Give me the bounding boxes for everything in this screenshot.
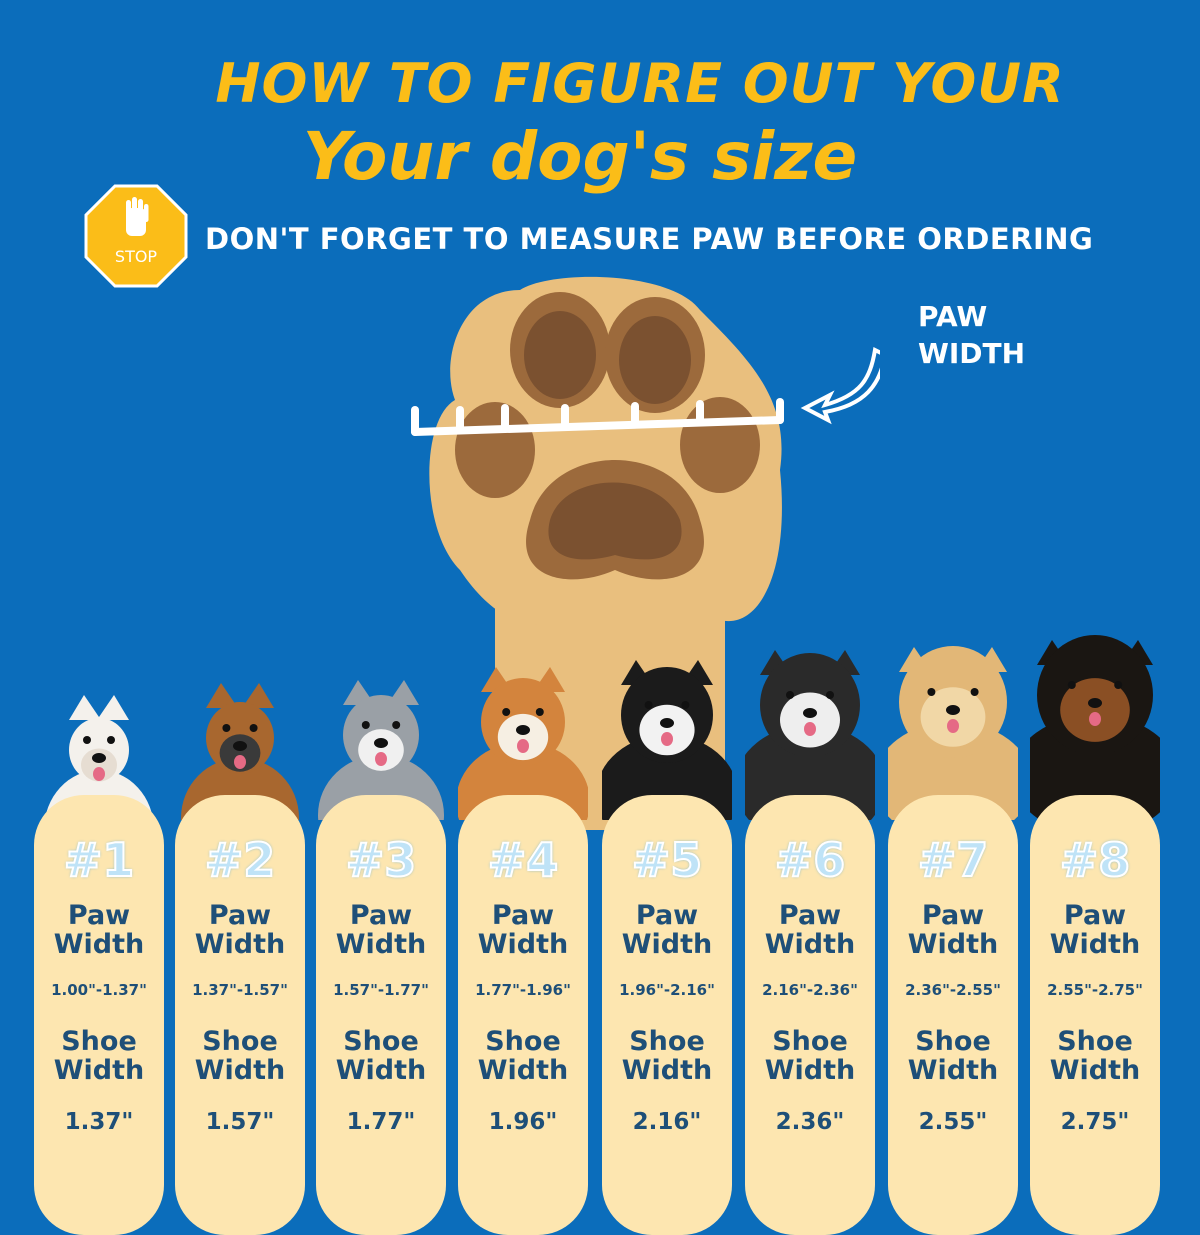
shoe-width-heading: Shoe Width <box>1049 1026 1141 1086</box>
paw-width-heading: Paw Width <box>1049 900 1141 960</box>
shoe-width-value: 1.77" <box>346 1109 416 1135</box>
size-number: #1 <box>63 832 136 888</box>
hand-icon <box>126 197 149 236</box>
size-card-7: #7 Paw Width 2.36"-2.55" Shoe Width 2.55" <box>888 795 1018 1235</box>
size-number: #3 <box>345 832 418 888</box>
size-number: #5 <box>631 832 704 888</box>
dog-photo-7 <box>888 646 1018 820</box>
shoe-width-value: 1.96" <box>488 1109 558 1135</box>
shoe-width-value: 2.36" <box>775 1109 845 1135</box>
size-number: #4 <box>487 832 560 888</box>
size-card-8: #8 Paw Width 2.55"-2.75" Shoe Width 2.75" <box>1030 795 1160 1235</box>
paw-width-range: 1.37"-1.57" <box>192 981 288 999</box>
shoe-width-value: 1.57" <box>205 1109 275 1135</box>
size-card-6: #6 Paw Width 2.16"-2.36" Shoe Width 2.36" <box>745 795 875 1235</box>
shoe-width-heading: Shoe Width <box>53 1026 145 1086</box>
stop-sign-icon: STOP <box>84 184 188 288</box>
size-number: #8 <box>1059 832 1132 888</box>
paw-width-range: 1.77"-1.96" <box>475 981 571 999</box>
shoe-width-heading: Shoe Width <box>764 1026 856 1086</box>
paw-width-heading: Paw Width <box>335 900 427 960</box>
paw-width-heading: Paw Width <box>764 900 856 960</box>
shoe-width-value: 2.55" <box>918 1109 988 1135</box>
paw-width-heading: Paw Width <box>621 900 713 960</box>
size-card-5: #5 Paw Width 1.96"-2.16" Shoe Width 2.16" <box>602 795 732 1235</box>
size-number: #2 <box>204 832 277 888</box>
paw-width-heading: Paw Width <box>53 900 145 960</box>
dog-photo-6 <box>745 650 875 820</box>
title-line-2: Your dog's size <box>302 118 858 195</box>
dog-photo-8 <box>1030 635 1160 820</box>
paw-width-heading: Paw Width <box>907 900 999 960</box>
paw-width-range: 1.57"-1.77" <box>333 981 429 999</box>
title-line-1: HOW TO FIGURE OUT YOUR <box>215 52 1065 115</box>
paw-width-range: 1.00"-1.37" <box>51 981 147 999</box>
measure-notice: DON'T FORGET TO MEASURE PAW BEFORE ORDER… <box>205 222 1094 256</box>
size-number: #7 <box>917 832 990 888</box>
shoe-width-value: 1.37" <box>64 1109 134 1135</box>
paw-width-label: PAW WIDTH <box>918 300 1026 370</box>
paw-width-heading: Paw Width <box>194 900 286 960</box>
shoe-width-heading: Shoe Width <box>907 1026 999 1086</box>
shoe-width-value: 2.75" <box>1060 1109 1130 1135</box>
paw-width-range: 2.36"-2.55" <box>905 981 1001 999</box>
paw-width-range: 1.96"-2.16" <box>619 981 715 999</box>
paw-width-range: 2.16"-2.36" <box>762 981 858 999</box>
paw-width-heading: Paw Width <box>477 900 569 960</box>
shoe-width-value: 2.16" <box>632 1109 702 1135</box>
shoe-width-heading: Shoe Width <box>477 1026 569 1086</box>
size-card-2: #2 Paw Width 1.37"-1.57" Shoe Width 1.57" <box>175 795 305 1235</box>
ruler-icon <box>411 398 784 436</box>
shoe-width-heading: Shoe Width <box>335 1026 427 1086</box>
paw-width-range: 2.55"-2.75" <box>1047 981 1143 999</box>
size-card-4: #4 Paw Width 1.77"-1.96" Shoe Width 1.96" <box>458 795 588 1235</box>
size-card-1: #1 Paw Width 1.00"-1.37" Shoe Width 1.37" <box>34 795 164 1235</box>
size-card-3: #3 Paw Width 1.57"-1.77" Shoe Width 1.77" <box>316 795 446 1235</box>
size-number: #6 <box>774 832 847 888</box>
stop-sign-text: STOP <box>115 247 158 266</box>
shoe-width-heading: Shoe Width <box>621 1026 713 1086</box>
arrow-icon <box>800 347 880 425</box>
shoe-width-heading: Shoe Width <box>194 1026 286 1086</box>
